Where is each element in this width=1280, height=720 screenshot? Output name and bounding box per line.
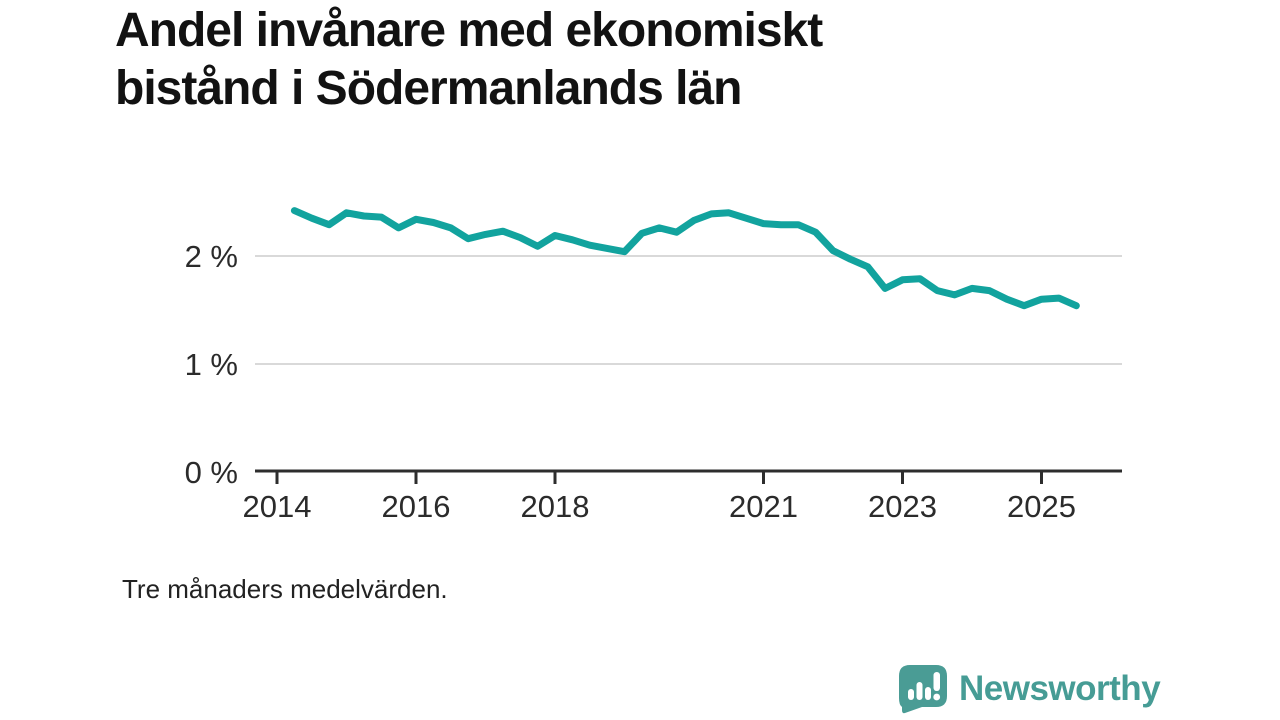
x-axis-label-2025: 2025 <box>1007 489 1076 524</box>
y-axis-label-1: 1 % <box>185 347 238 382</box>
y-axis-label-0: 0 % <box>185 455 238 490</box>
y-axis-label-2: 2 % <box>185 239 238 274</box>
newsworthy-brand: Newsworthy <box>898 664 1161 714</box>
chart-title-line1: Andel invånare med ekonomiskt <box>115 4 823 57</box>
chart-footnote: Tre månaders medelvärden. <box>122 574 448 604</box>
chart-title-line2: bistånd i Södermanlands län <box>115 62 742 115</box>
x-axis-label-2023: 2023 <box>868 489 937 524</box>
data-line-sodermanland <box>290 207 1080 310</box>
bar-chart-badge-icon <box>899 665 947 714</box>
x-axis-label-2021: 2021 <box>729 489 798 524</box>
chart-title: Andel invånare med ekonomiskt bistånd i S… <box>115 2 823 118</box>
x-axis-label-2014: 2014 <box>243 489 312 524</box>
x-axis-label-2016: 2016 <box>382 489 451 524</box>
x-axis-label-2018: 2018 <box>521 489 590 524</box>
brand-wordmark: Newsworthy <box>959 669 1161 708</box>
